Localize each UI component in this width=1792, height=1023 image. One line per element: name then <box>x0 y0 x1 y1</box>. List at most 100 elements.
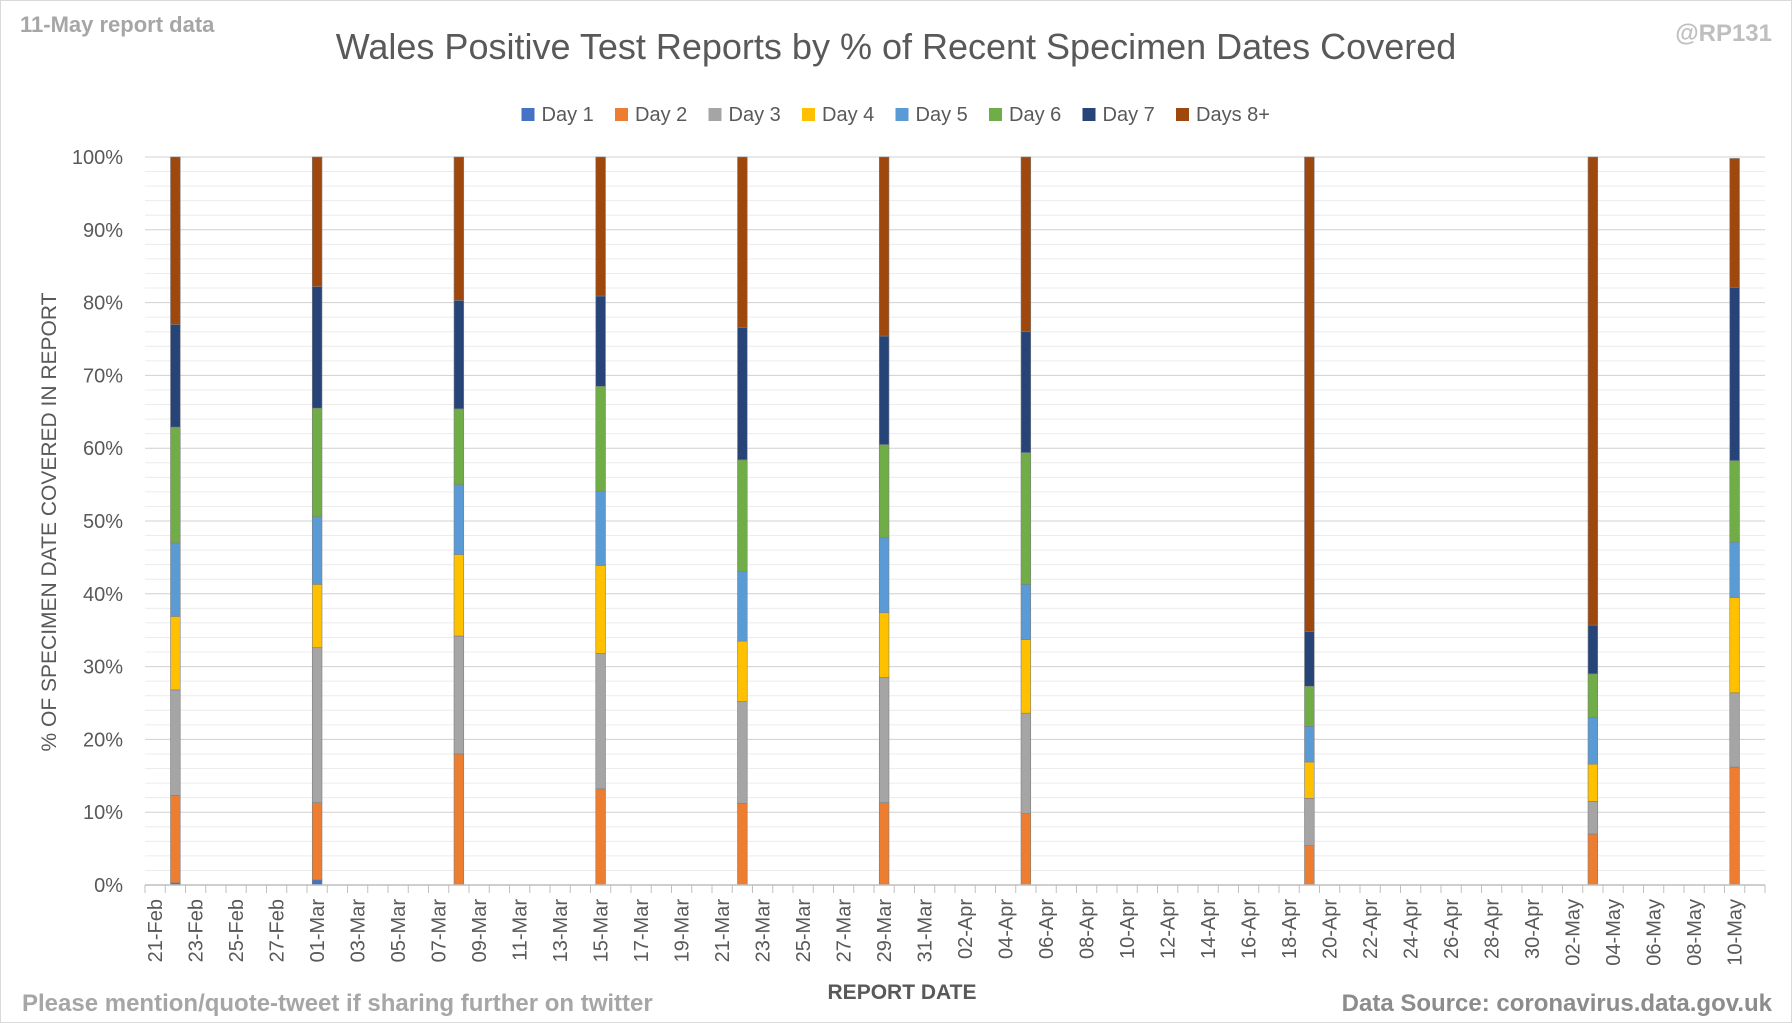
legend-swatch <box>1176 108 1189 121</box>
chart-title: Wales Positive Test Reports by % of Rece… <box>335 26 1457 67</box>
legend-swatch <box>521 108 535 121</box>
bar-segment-day-5 <box>595 490 606 566</box>
legend-swatch <box>708 108 722 121</box>
legend-label: Day 5 <box>916 104 968 126</box>
bar-segment-day-6 <box>1304 685 1315 727</box>
bar-segment-day-5 <box>737 570 748 642</box>
bar-segment-day-7 <box>453 300 465 410</box>
bar-segment-day-2 <box>453 753 465 886</box>
bar-segment-day-2 <box>1304 845 1315 886</box>
bar-segment-days-8- <box>595 156 606 297</box>
x-tick-label: 08-May <box>1684 899 1706 966</box>
bar-segment-day-7 <box>737 327 748 461</box>
x-tick-label: 10-May <box>1725 899 1747 966</box>
bar-segment-day-4 <box>737 640 748 702</box>
legend: Day 1 Day 2 Day 3 Day 4 Day 5 Day 6 Day 7 Days … <box>521 104 1270 126</box>
bar-segment-day-6 <box>595 386 606 492</box>
bar-segment-day-6 <box>1729 460 1740 543</box>
gridlines <box>145 156 1765 886</box>
bar-segment-day-2 <box>1020 813 1032 886</box>
footer-data-source: Data Source: coronavirus.data.gov.uk <box>1341 990 1772 1017</box>
y-tick-label: 30% <box>83 657 123 679</box>
x-tick-label: 21-Feb <box>145 899 167 962</box>
bar-segment-day-6 <box>170 426 181 544</box>
x-tick-label: 19-Mar <box>672 899 694 963</box>
bar-segment-day-2 <box>878 802 890 886</box>
x-tick-label: 31-Mar <box>915 899 937 963</box>
legend-label: Day 1 <box>542 104 594 126</box>
bar-segment-day-7 <box>170 324 181 428</box>
legend-label: Days 8+ <box>1196 104 1270 126</box>
bar-segment-day-4 <box>311 584 323 648</box>
bar-segment-days-8- <box>311 156 323 287</box>
x-axis-title: REPORT DATE <box>828 981 977 1004</box>
bar-segment-day-2 <box>595 788 606 886</box>
bar-segment-day-4 <box>1587 763 1599 802</box>
bar-segment-day-5 <box>453 484 465 555</box>
x-tick-label: 23-Mar <box>753 899 775 963</box>
legend-label: Day 2 <box>635 104 687 126</box>
bar-segment-day-7 <box>1587 624 1599 675</box>
bar-segment-day-3 <box>170 689 181 796</box>
x-tick-label: 06-May <box>1644 899 1666 966</box>
legend-swatch <box>802 108 815 121</box>
x-tick-label: 20-Apr <box>1320 899 1342 959</box>
x-tick-label: 15-Mar <box>591 899 613 963</box>
bar-segment-day-7 <box>1729 287 1740 461</box>
bar-segment-day-6 <box>453 408 465 485</box>
bar-segment-day-5 <box>1729 541 1740 598</box>
bar-segment-day-5 <box>1304 725 1315 763</box>
y-tick-label: 20% <box>83 729 123 751</box>
x-tick-label: 05-Mar <box>388 899 410 963</box>
x-tick-label: 26-Apr <box>1441 899 1463 959</box>
y-tick-label: 100% <box>72 147 123 169</box>
y-tick-label: 80% <box>83 293 123 315</box>
bar-segment-day-3 <box>737 701 748 804</box>
x-tick-label: 25-Feb <box>226 899 248 962</box>
x-tick-label: 14-Apr <box>1198 899 1220 959</box>
legend-label: Day 4 <box>822 104 874 126</box>
y-tick-label: 10% <box>83 802 123 824</box>
bar-segment-day-3 <box>1304 798 1315 846</box>
bar-segment-day-4 <box>170 616 181 691</box>
x-tick-label: 17-Mar <box>631 899 653 963</box>
y-axis-title: % OF SPECIMEN DATE COVERED IN REPORT <box>38 292 61 751</box>
bar-segment-days-8- <box>878 156 890 337</box>
legend-swatch <box>1082 108 1096 121</box>
author-handle: @RP131 <box>1675 20 1772 47</box>
bar-segment-day-2 <box>170 795 181 884</box>
x-tick-label: 22-Apr <box>1360 899 1382 959</box>
x-tick-label: 01-Mar <box>307 899 329 963</box>
bar-segment-day-6 <box>1587 673 1599 718</box>
bar-segment-days-8- <box>1587 156 1599 626</box>
legend-swatch <box>895 108 909 121</box>
x-tick-label: 21-Mar <box>712 899 734 963</box>
x-tick-label: 29-Mar <box>874 899 896 963</box>
bar-segment-day-6 <box>737 459 748 572</box>
x-tick-label: 12-Apr <box>1158 899 1180 959</box>
bar-segment-day-2 <box>1587 833 1599 886</box>
legend-label: Day 7 <box>1103 104 1155 126</box>
legend-label: Day 3 <box>729 104 781 126</box>
x-tick-label: 27-Feb <box>267 899 289 962</box>
x-tick-label: 07-Mar <box>429 899 451 963</box>
bar-segment-day-1 <box>311 879 323 886</box>
x-tick-label: 16-Apr <box>1239 899 1261 959</box>
bar-segment-day-4 <box>878 612 890 678</box>
bar-segment-days-8- <box>453 156 465 301</box>
x-tick-label: 10-Apr <box>1117 899 1139 959</box>
bar-stacks <box>170 156 1740 886</box>
bar-segment-day-3 <box>311 647 323 804</box>
x-tick-label: 11-Mar <box>510 899 532 961</box>
bar-segment-day-4 <box>453 554 465 637</box>
footer-share-note: Please mention/quote-tweet if sharing fu… <box>22 990 653 1017</box>
x-tick-label: 03-Mar <box>348 899 370 963</box>
x-tick-label: 02-Apr <box>955 899 977 959</box>
bar-segment-day-5 <box>878 537 890 614</box>
x-tick-label: 06-Apr <box>1036 899 1058 959</box>
x-tick-label: 08-Apr <box>1077 899 1099 959</box>
x-tick-label: 04-May <box>1603 899 1625 966</box>
bar-segment-day-6 <box>1020 452 1032 585</box>
x-tick-label: 25-Mar <box>793 899 815 963</box>
bar-segment-day-4 <box>1304 761 1315 799</box>
